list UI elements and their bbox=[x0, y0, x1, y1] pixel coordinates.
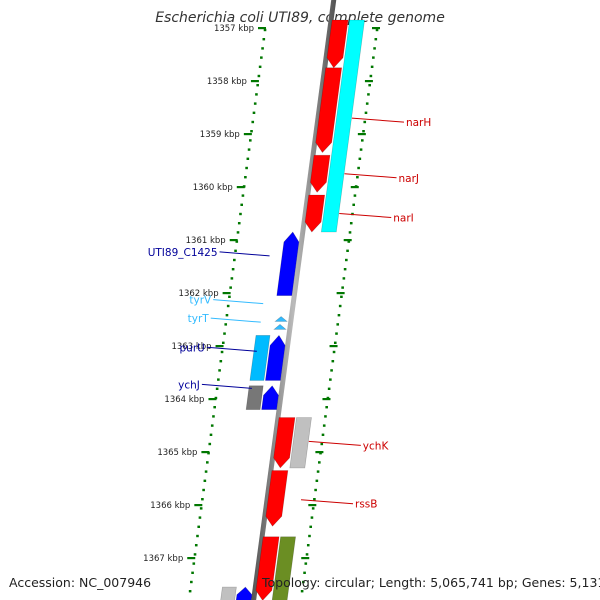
tick-mark-left-1367 bbox=[187, 557, 196, 560]
feature-purU-operon bbox=[249, 335, 271, 381]
feature-next-cds-red bbox=[255, 536, 280, 600]
feature-narH-cds-a bbox=[326, 19, 349, 69]
feature-narGHJI-operon bbox=[320, 19, 365, 233]
tick-label-1366: 1366 kbp bbox=[150, 501, 190, 511]
tick-layer: 1357 kbp 1358 kbp 1359 kbp 1360 kbp 1361 kbp… bbox=[143, 24, 380, 564]
leader-line-tyrT bbox=[210, 317, 261, 323]
gc-skew-dotted-left bbox=[188, 28, 267, 593]
tick-mark-right-1361 bbox=[343, 239, 352, 242]
gene-label-narJ: narJ bbox=[399, 173, 420, 185]
tick-mark-right-1357 bbox=[372, 27, 380, 30]
tick-mark-left-1363 bbox=[215, 345, 224, 348]
feature-narJ-cds bbox=[310, 154, 331, 193]
tick-label-1367: 1367 kbp bbox=[143, 554, 183, 564]
tick-mark-left-1361 bbox=[229, 239, 238, 242]
tick-mark-right-1362 bbox=[336, 292, 345, 295]
gene-label-rssB: rssB bbox=[355, 499, 377, 511]
tick-mark-left-1362 bbox=[222, 292, 231, 295]
feature-tyrV-trna bbox=[274, 316, 288, 322]
label-layer: narH narJ narI UTI89_C1425 tyrV tyrT purU ychJ y… bbox=[148, 117, 432, 511]
leader-line-rssB bbox=[300, 499, 354, 505]
tick-mark-right-1359 bbox=[357, 133, 366, 136]
leader-line-ychK bbox=[308, 440, 361, 446]
feature-purU-cds bbox=[265, 334, 286, 381]
tick-mark-left-1364 bbox=[208, 398, 217, 401]
tick-mark-left-1365 bbox=[201, 451, 210, 454]
tick-mark-right-1366 bbox=[308, 504, 317, 507]
tick-mark-left-1358 bbox=[250, 80, 259, 83]
tick-mark-right-1363 bbox=[329, 345, 338, 348]
gene-label-ychK: ychK bbox=[363, 440, 390, 452]
leader-line-narJ bbox=[344, 173, 397, 179]
feature-bottom-blue bbox=[235, 586, 253, 600]
tick-label-1360: 1360 kbp bbox=[193, 183, 233, 193]
tick-label-1361: 1361 kbp bbox=[186, 236, 226, 246]
tick-label-1364: 1364 kbp bbox=[164, 395, 204, 405]
feature-layer bbox=[220, 19, 365, 600]
feature-ychK-cds bbox=[273, 417, 296, 469]
leader-line-narH bbox=[351, 117, 405, 123]
gene-label-UTI89_C1425: UTI89_C1425 bbox=[148, 247, 218, 259]
feature-tyrT-trna bbox=[273, 324, 287, 330]
gene-label-purU: purU bbox=[180, 342, 205, 354]
feature-bottom-grey bbox=[220, 586, 237, 600]
feature-ychJ-grey bbox=[245, 385, 264, 410]
gene-label-narI: narI bbox=[393, 213, 414, 225]
tick-mark-right-1365 bbox=[315, 451, 324, 454]
leader-line-UTI89_C1425 bbox=[219, 251, 270, 257]
accession-text: Accession: NC_007946 bbox=[9, 575, 152, 590]
feature-rssB-cds bbox=[265, 470, 289, 527]
tick-mark-right-1360 bbox=[350, 186, 359, 189]
tick-mark-left-1357 bbox=[258, 27, 266, 30]
gene-label-narH: narH bbox=[406, 117, 431, 129]
leader-line-purU bbox=[206, 346, 257, 352]
leader-line-narI bbox=[339, 213, 392, 218]
tick-mark-left-1366 bbox=[194, 504, 203, 507]
tick-label-1359: 1359 kbp bbox=[200, 130, 240, 140]
tick-mark-right-1367 bbox=[301, 557, 310, 560]
feature-ychK-grey bbox=[289, 417, 312, 469]
tick-mark-right-1358 bbox=[364, 80, 373, 83]
feature-narH-cds-b bbox=[315, 67, 343, 153]
tick-label-1365: 1365 kbp bbox=[157, 448, 197, 458]
gene-label-ychJ: ychJ bbox=[178, 379, 200, 391]
gc-skew-dotted-right bbox=[300, 28, 379, 593]
gene-label-tyrV: tyrV bbox=[189, 295, 212, 307]
feature-next-olive bbox=[271, 536, 296, 600]
tick-label-1363: 1363 kbp bbox=[171, 342, 211, 352]
topology-text: Topology: circular; Length: 5,065,741 bp… bbox=[262, 575, 600, 590]
leader-line-ychJ bbox=[201, 383, 252, 389]
tick-label-1358: 1358 kbp bbox=[207, 77, 247, 87]
feature-UTI89_C1425-cds bbox=[276, 231, 300, 296]
tick-label-1357: 1357 kbp bbox=[214, 24, 254, 34]
leader-line-tyrV bbox=[213, 299, 264, 305]
feature-ychJ-cds bbox=[261, 385, 279, 410]
gene-label-tyrT: tyrT bbox=[188, 313, 210, 325]
tick-label-1362: 1362 kbp bbox=[179, 289, 219, 299]
feature-narI-cds bbox=[304, 194, 326, 233]
tick-mark-left-1359 bbox=[243, 133, 252, 136]
genome-backbone bbox=[251, 0, 337, 600]
tick-mark-right-1364 bbox=[322, 398, 331, 401]
tick-mark-left-1360 bbox=[236, 186, 245, 189]
map-title: Escherichia coli UTI89, complete genome bbox=[155, 10, 445, 26]
